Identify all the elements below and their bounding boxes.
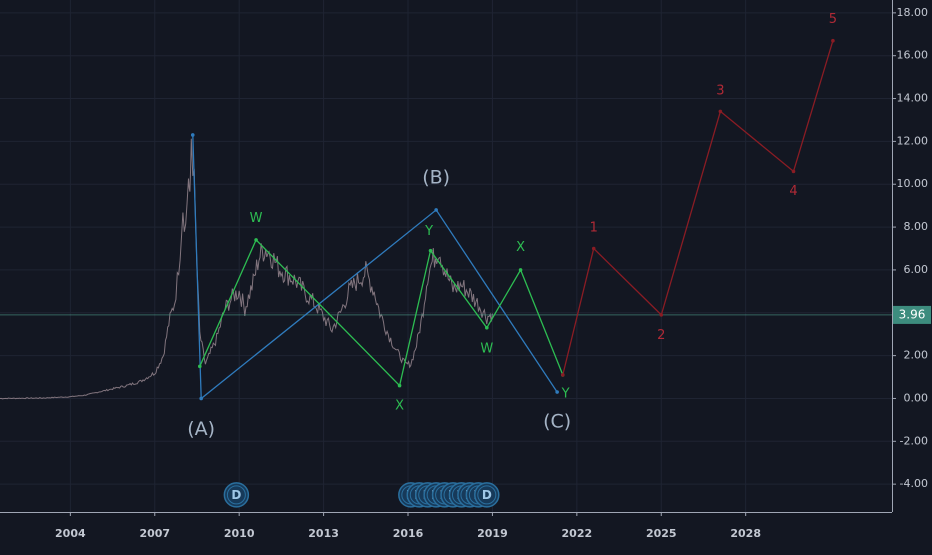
plot-area[interactable] xyxy=(0,138,493,400)
x-axis[interactable]: 2004 2007 2010 2013 2016 2019 2022 2025 2028 xyxy=(0,512,892,550)
grid xyxy=(0,0,892,512)
wave-point-1[interactable] xyxy=(197,364,202,369)
wave-label: X xyxy=(395,398,404,413)
wave-point-2[interactable] xyxy=(718,109,723,114)
x-tick-label: 2013 xyxy=(308,527,339,540)
y-axis-background xyxy=(892,0,932,550)
wave-label: (A) xyxy=(187,418,215,440)
wave-point-1[interactable] xyxy=(397,383,402,388)
wave-point-2[interactable] xyxy=(560,373,565,377)
wave-label: W xyxy=(250,211,263,226)
dividend-marker-ring xyxy=(226,485,246,505)
wave-point-1[interactable] xyxy=(254,238,258,242)
y-tick-label: 12.00 xyxy=(897,134,929,147)
y-tick-label: 0.00 xyxy=(904,391,929,404)
wave-series-layer xyxy=(190,38,835,401)
y-tick-label: -4.00 xyxy=(900,477,928,490)
current-price-label: 3.96 xyxy=(899,307,926,321)
wave-series-line-2[interactable] xyxy=(562,40,834,376)
y-tick-label: 6.00 xyxy=(904,263,929,276)
y-axis[interactable]: 18.0016.0014.0012.0010.008.006.004.002.0… xyxy=(892,0,932,550)
wave-point-1[interactable] xyxy=(428,248,433,253)
y-tick-label: 2.00 xyxy=(904,349,929,362)
dividend-marker[interactable] xyxy=(223,482,250,508)
x-tick-label: 2016 xyxy=(393,527,424,540)
wave-point-0[interactable] xyxy=(190,133,195,137)
x-axis-background xyxy=(0,512,892,550)
y-tick-label: -2.00 xyxy=(900,434,928,447)
x-tick-label: 2010 xyxy=(224,527,255,540)
wave-point-2[interactable] xyxy=(831,38,835,43)
wave-point-0[interactable] xyxy=(555,390,559,394)
wave-label: Y xyxy=(561,387,570,402)
y-tick-label: 10.00 xyxy=(897,177,929,190)
current-price-badge[interactable] xyxy=(893,305,931,324)
y-tick-label: 8.00 xyxy=(904,220,929,233)
wave-label: 4 xyxy=(789,184,797,199)
wave-point-2[interactable] xyxy=(659,313,664,317)
wave-point-1[interactable] xyxy=(485,325,489,330)
event-marker-layer: DDDDDDDDDDD xyxy=(223,482,500,508)
x-tick-label: 2007 xyxy=(139,527,170,540)
x-tick-label: 2004 xyxy=(55,527,86,540)
dividend-marker-ring xyxy=(477,485,497,505)
wave-label: 5 xyxy=(829,12,837,27)
dividend-marker[interactable] xyxy=(474,482,500,508)
y-tick-label: 14.00 xyxy=(897,92,929,105)
wave-label: W xyxy=(480,342,493,357)
wave-point-0[interactable] xyxy=(434,208,438,212)
x-tick-label: 2019 xyxy=(477,527,508,540)
wave-point-2[interactable] xyxy=(591,246,596,251)
wave-label: 2 xyxy=(657,328,665,343)
y-tick-label: 16.00 xyxy=(897,49,929,62)
x-tick-label: 2028 xyxy=(730,527,761,540)
dividend-marker-label: D xyxy=(482,488,492,502)
wave-point-0[interactable] xyxy=(199,396,203,401)
y-tick-label: 18.00 xyxy=(897,6,929,19)
wave-point-2[interactable] xyxy=(791,169,796,174)
x-tick-label: 2022 xyxy=(562,527,593,540)
wave-label: Y xyxy=(424,224,433,239)
wave-label: (C) xyxy=(543,411,571,433)
wave-label: 1 xyxy=(590,221,598,236)
dividend-marker-label: D xyxy=(231,488,241,502)
wave-label: X xyxy=(516,240,525,255)
wave-point-1[interactable] xyxy=(518,268,523,272)
wave-label: 3 xyxy=(716,84,724,99)
x-tick-label: 2025 xyxy=(646,527,677,540)
price-history-line[interactable] xyxy=(0,138,493,400)
wave-label: (B) xyxy=(422,166,450,188)
annotation-layer: (A) (B) (C) W X Y W X Y 1 2 3 4 5 xyxy=(187,12,837,440)
